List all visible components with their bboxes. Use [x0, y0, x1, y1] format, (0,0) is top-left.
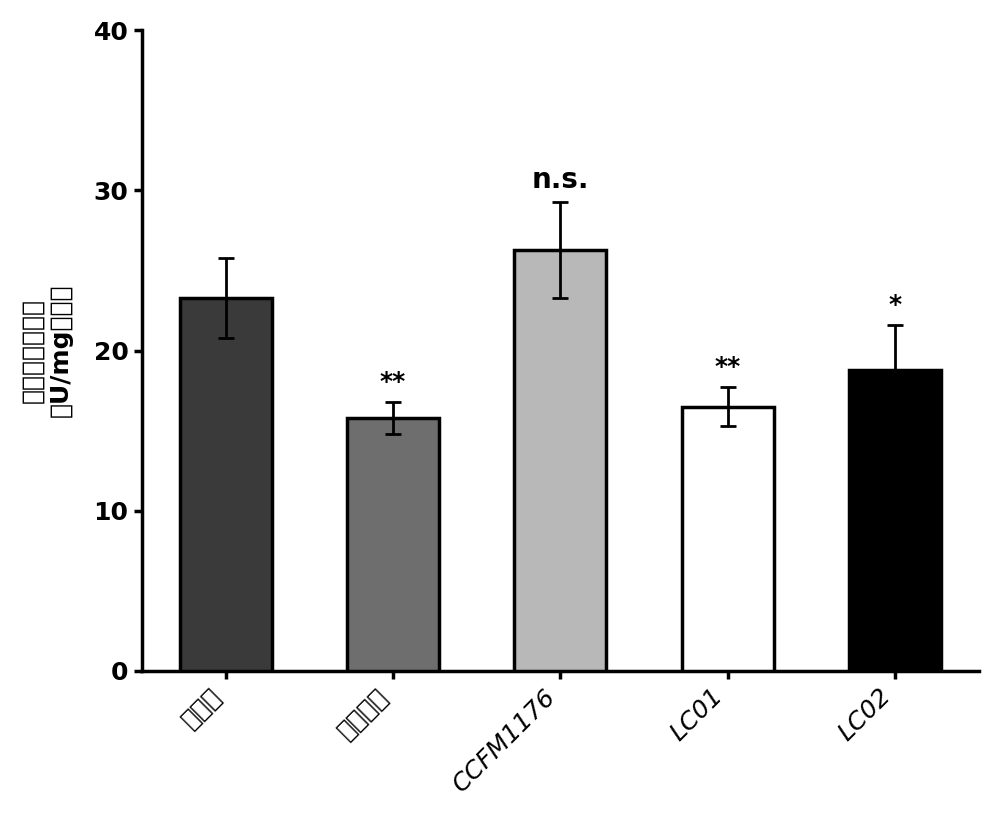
Bar: [849, 370, 941, 671]
Bar: [180, 297, 272, 671]
Y-axis label: 过氧化氢酶活力
（U/mg蛋白）: 过氧化氢酶活力 （U/mg蛋白）: [21, 283, 73, 417]
Text: **: **: [715, 355, 741, 379]
Bar: [514, 250, 606, 671]
Bar: [347, 417, 439, 671]
Text: *: *: [889, 293, 902, 317]
Text: **: **: [380, 370, 406, 394]
Bar: [682, 407, 774, 671]
Text: n.s.: n.s.: [532, 166, 589, 194]
